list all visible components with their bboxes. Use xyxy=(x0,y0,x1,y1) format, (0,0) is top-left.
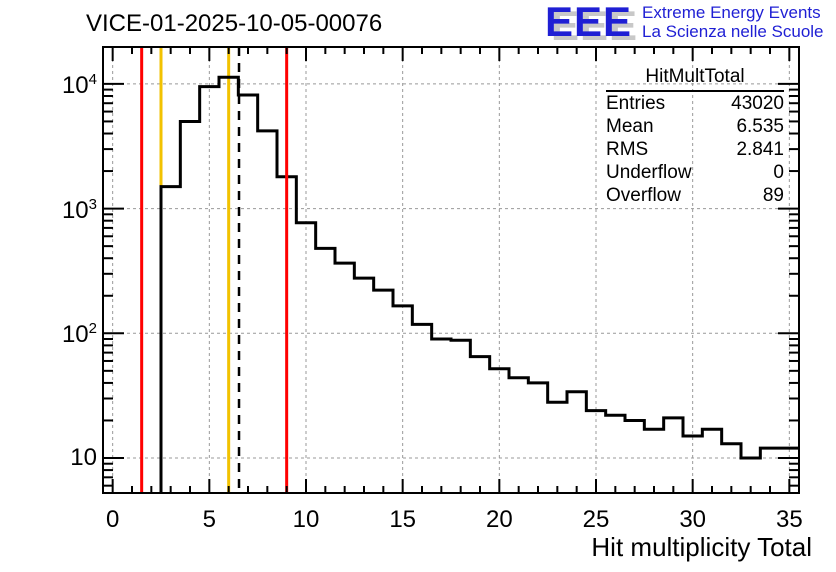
y-tick-label: 102 xyxy=(61,320,97,349)
y-tick-label: 104 xyxy=(61,70,97,99)
y-tick-label: 10 xyxy=(70,444,97,471)
plot-title: VICE-01-2025-10-05-00076 xyxy=(86,10,383,37)
stats-box: HitMultTotal Entries 43020 Mean 6.535 RM… xyxy=(606,66,784,207)
stats-row-overflow: Overflow 89 xyxy=(606,185,784,206)
svg-text:25: 25 xyxy=(583,506,610,533)
svg-text:10: 10 xyxy=(293,506,320,533)
y-tick-label: 103 xyxy=(61,195,97,224)
stats-row-underflow: Underflow 0 xyxy=(606,162,784,183)
eee-logo-acronym: EEE xyxy=(545,0,633,45)
stats-row-entries: Entries 43020 xyxy=(606,93,784,114)
svg-text:15: 15 xyxy=(389,506,416,533)
eee-logo-line2: La Scienza nelle Scuole xyxy=(642,22,824,41)
svg-text:30: 30 xyxy=(679,506,706,533)
svg-text:20: 20 xyxy=(486,506,513,533)
svg-text:0: 0 xyxy=(106,506,119,533)
eee-logo: EEE Extreme Energy Events La Scienza nel… xyxy=(545,0,824,44)
x-axis-title: Hit multiplicity Total xyxy=(591,532,812,562)
stats-row-rms: RMS 2.841 xyxy=(606,139,784,160)
svg-text:5: 5 xyxy=(203,506,216,533)
svg-text:35: 35 xyxy=(776,506,803,533)
eee-logo-line1: Extreme Energy Events xyxy=(642,3,821,22)
stats-box-title: HitMultTotal xyxy=(606,66,784,92)
eee-logo-caption: Extreme Energy Events La Scienza nelle S… xyxy=(642,3,823,41)
stats-row-mean: Mean 6.535 xyxy=(606,116,784,137)
